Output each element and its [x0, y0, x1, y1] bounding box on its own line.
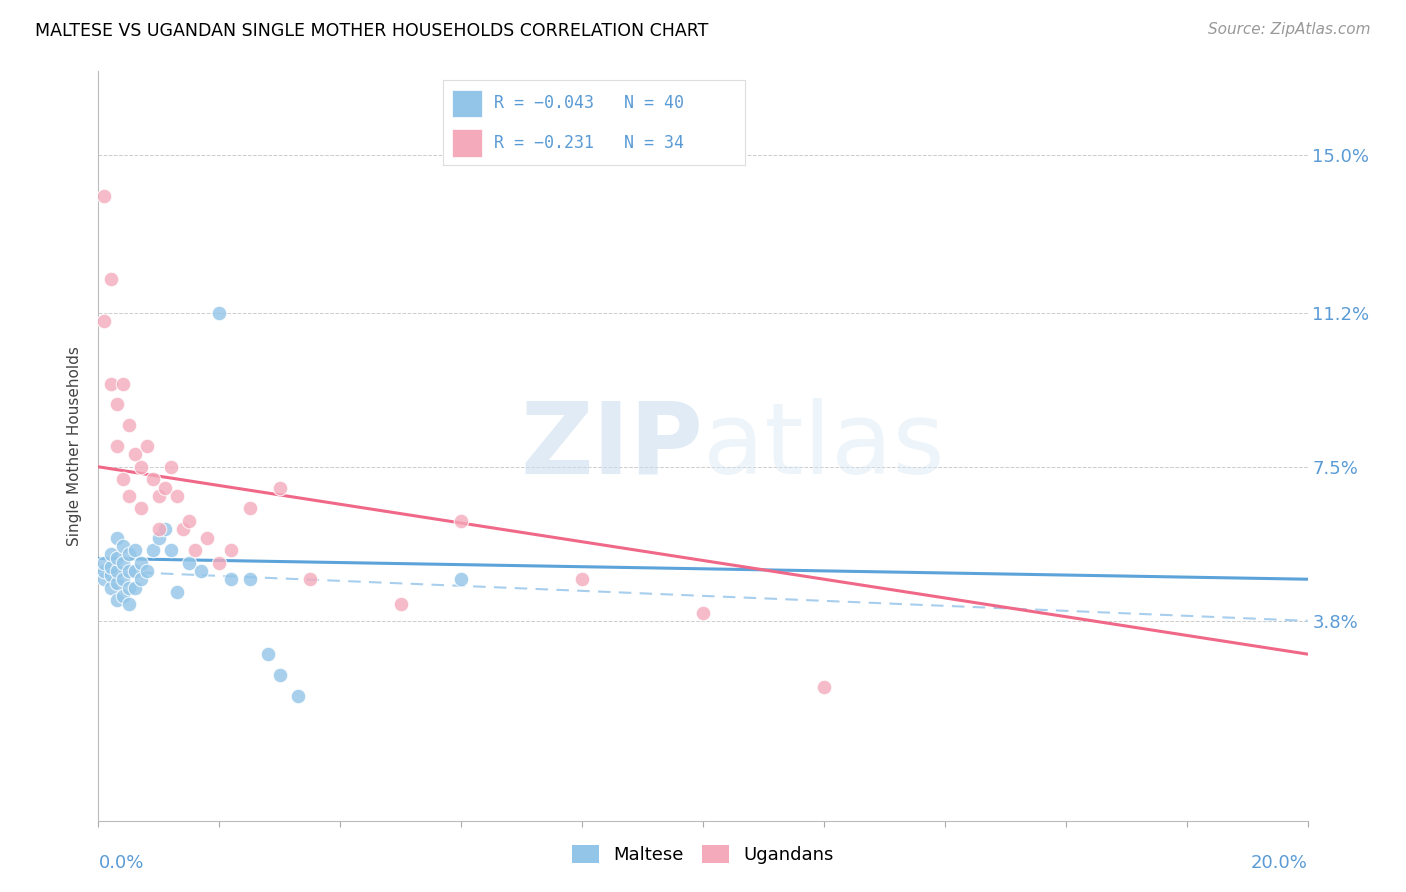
Point	[239, 501, 262, 516]
Point	[118, 547, 141, 561]
Text: Source: ZipAtlas.com: Source: ZipAtlas.com	[1208, 22, 1371, 37]
Point	[190, 564, 212, 578]
Point	[153, 522, 176, 536]
Point	[148, 522, 170, 536]
Point	[221, 572, 243, 586]
Point	[184, 543, 207, 558]
Point	[105, 397, 128, 411]
Point	[221, 543, 243, 558]
Point	[160, 459, 183, 474]
Point	[118, 418, 141, 433]
Point	[135, 564, 157, 578]
Y-axis label: Single Mother Households: Single Mother Households	[67, 346, 83, 546]
Point	[129, 556, 152, 570]
Point	[179, 556, 201, 570]
Point	[239, 572, 262, 586]
Point	[166, 489, 188, 503]
Point	[124, 543, 146, 558]
Text: R = −0.231   N = 34: R = −0.231 N = 34	[495, 134, 685, 152]
Point	[269, 668, 291, 682]
Point	[160, 543, 183, 558]
Text: 0.0%: 0.0%	[98, 854, 143, 872]
Point	[105, 593, 128, 607]
Point	[287, 689, 309, 703]
Point	[93, 189, 115, 203]
Point	[692, 606, 714, 620]
Point	[111, 556, 134, 570]
Point	[111, 539, 134, 553]
Point	[571, 572, 593, 586]
Point	[129, 572, 152, 586]
Point	[450, 572, 472, 586]
Point	[111, 589, 134, 603]
Bar	[451, 129, 482, 157]
Point	[105, 564, 128, 578]
Point	[93, 564, 115, 578]
Point	[142, 543, 165, 558]
Point	[450, 514, 472, 528]
Point	[135, 439, 157, 453]
Text: R = −0.043   N = 40: R = −0.043 N = 40	[495, 95, 685, 112]
Point	[124, 564, 146, 578]
Point	[299, 572, 322, 586]
Point	[124, 447, 146, 461]
Point	[269, 481, 291, 495]
Point	[142, 472, 165, 486]
Point	[179, 514, 201, 528]
Point	[100, 581, 122, 595]
Point	[100, 547, 122, 561]
Point	[195, 531, 218, 545]
Point	[118, 597, 141, 611]
Point	[100, 559, 122, 574]
Point	[118, 489, 141, 503]
Text: ZIP: ZIP	[520, 398, 703, 494]
Point	[208, 306, 231, 320]
Point	[153, 481, 176, 495]
Point	[111, 472, 134, 486]
Point	[813, 681, 835, 695]
Point	[100, 568, 122, 582]
Point	[256, 647, 278, 661]
Point	[124, 581, 146, 595]
Point	[389, 597, 412, 611]
Point	[166, 584, 188, 599]
Point	[129, 501, 152, 516]
Point	[100, 376, 122, 391]
Point	[129, 459, 152, 474]
Text: atlas: atlas	[703, 398, 945, 494]
Point	[148, 531, 170, 545]
Point	[105, 576, 128, 591]
Text: MALTESE VS UGANDAN SINGLE MOTHER HOUSEHOLDS CORRELATION CHART: MALTESE VS UGANDAN SINGLE MOTHER HOUSEHO…	[35, 22, 709, 40]
Point	[100, 272, 122, 286]
Point	[148, 489, 170, 503]
Bar	[451, 89, 482, 117]
Point	[111, 572, 134, 586]
Point	[208, 556, 231, 570]
Point	[105, 551, 128, 566]
Point	[111, 376, 134, 391]
Legend: Maltese, Ugandans: Maltese, Ugandans	[572, 845, 834, 864]
Point	[172, 522, 194, 536]
Point	[105, 439, 128, 453]
Point	[93, 314, 115, 328]
Point	[93, 556, 115, 570]
Point	[105, 531, 128, 545]
Point	[118, 564, 141, 578]
Point	[118, 581, 141, 595]
Text: 20.0%: 20.0%	[1251, 854, 1308, 872]
Point	[93, 572, 115, 586]
